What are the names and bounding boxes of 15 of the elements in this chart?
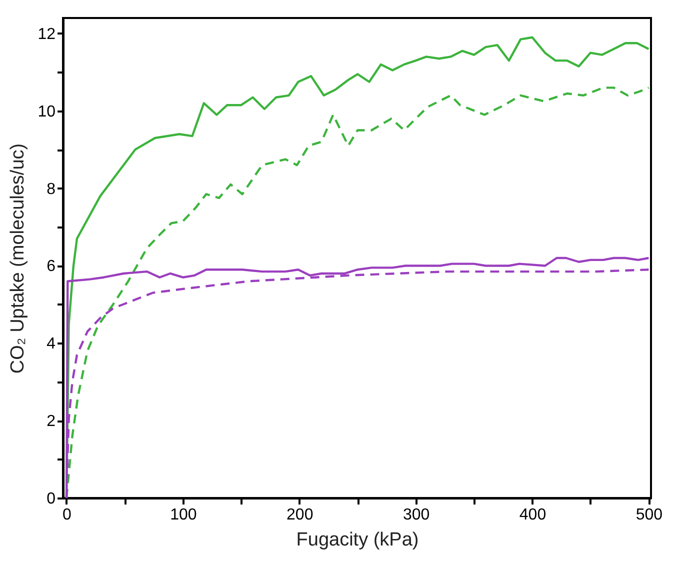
x-tick-label: 500 bbox=[636, 506, 663, 524]
x-axis-title: Fugacity (kPa) bbox=[296, 530, 419, 550]
y-tick-label: 10 bbox=[38, 103, 56, 120]
y-tick-label: 8 bbox=[46, 180, 56, 198]
y-tick-label: 12 bbox=[38, 26, 56, 43]
y-tick-label: 6 bbox=[46, 258, 56, 276]
y-tick-label: 4 bbox=[46, 336, 56, 353]
x-tick-label: 200 bbox=[286, 506, 314, 524]
y-tick-label: 0 bbox=[46, 490, 56, 508]
x-tick-label: 400 bbox=[519, 506, 546, 524]
x-tick-label: 100 bbox=[170, 506, 197, 524]
x-tick-label: 300 bbox=[402, 506, 430, 524]
y-axis-title: CO₂ Uptake (molecules/uc) bbox=[8, 143, 29, 374]
y-tick-label: 2 bbox=[46, 413, 56, 430]
x-tick-label: 0 bbox=[62, 506, 72, 524]
